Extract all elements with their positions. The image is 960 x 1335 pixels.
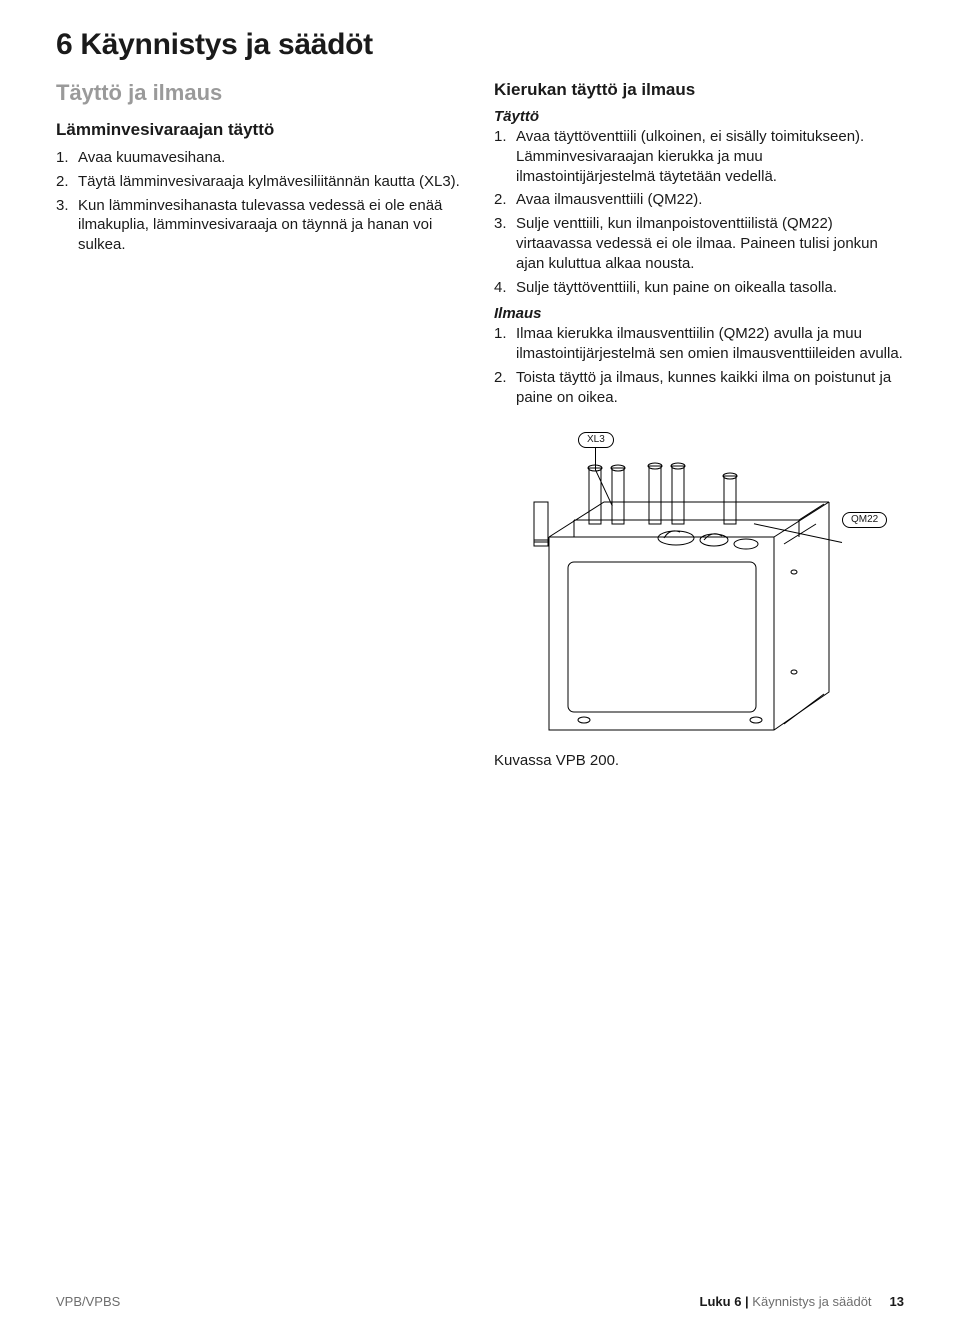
list-item: Avaa ilmausventtiili (QM22).	[494, 190, 904, 210]
list-item: Ilmaa kierukka ilmausventtiilin (QM22) a…	[494, 324, 904, 364]
list-item: Täytä lämminvesivaraaja kylmävesiliitänn…	[56, 172, 466, 192]
list-item: Avaa kuumavesihana.	[56, 148, 466, 168]
coil-bleed-steps: Ilmaa kierukka ilmausventtiilin (QM22) a…	[494, 324, 904, 407]
list-item: Avaa täyttöventtiili (ulkoinen, ei sisäl…	[494, 127, 904, 186]
device-line-art	[494, 432, 889, 742]
list-item: Sulje venttiili, kun ilmanpoistoventtiil…	[494, 214, 904, 273]
list-item: Toista täyttö ja ilmaus, kunnes kaikki i…	[494, 368, 904, 408]
footer-chapter-prefix: Luku 6 |	[700, 1294, 753, 1309]
coil-fill-steps: Avaa täyttöventtiili (ulkoinen, ei sisäl…	[494, 127, 904, 297]
left-column: Täyttö ja ilmaus Lämminvesivaraajan täyt…	[56, 80, 466, 769]
subsubheading-bleed: Ilmaus	[494, 305, 904, 322]
subsubheading-fill: Täyttö	[494, 108, 904, 125]
subheading-tank-fill: Lämminvesivaraajan täyttö	[56, 120, 466, 140]
list-item: Sulje täyttöventtiili, kun paine on oike…	[494, 278, 904, 298]
tank-fill-steps: Avaa kuumavesihana. Täytä lämminvesivara…	[56, 148, 466, 255]
page-title: 6 Käynnistys ja säädöt	[56, 28, 904, 62]
right-column: Kierukan täyttö ja ilmaus Täyttö Avaa tä…	[494, 80, 904, 769]
figure-caption: Kuvassa VPB 200.	[494, 752, 904, 769]
leader-line	[595, 448, 596, 470]
callout-label-qm22: QM22	[842, 512, 887, 528]
list-item: Kun lämminvesihanasta tulevassa vedessä …	[56, 196, 466, 255]
device-figure: XL3 QM22	[494, 432, 889, 742]
footer-page-number: 13	[890, 1294, 904, 1309]
footer-right: Luku 6 | Käynnistys ja säädöt 13	[700, 1294, 904, 1309]
figure-block: XL3 QM22	[494, 432, 904, 769]
footer-chapter-name: Käynnistys ja säädöt	[752, 1294, 871, 1309]
callout-label-xl3: XL3	[578, 432, 614, 448]
footer-left: VPB/VPBS	[56, 1294, 120, 1309]
section-heading-fill-bleed: Täyttö ja ilmaus	[56, 80, 466, 106]
subheading-coil: Kierukan täyttö ja ilmaus	[494, 80, 904, 100]
page-footer: VPB/VPBS Luku 6 | Käynnistys ja säädöt 13	[56, 1294, 904, 1309]
two-column-layout: Täyttö ja ilmaus Lämminvesivaraajan täyt…	[56, 80, 904, 769]
